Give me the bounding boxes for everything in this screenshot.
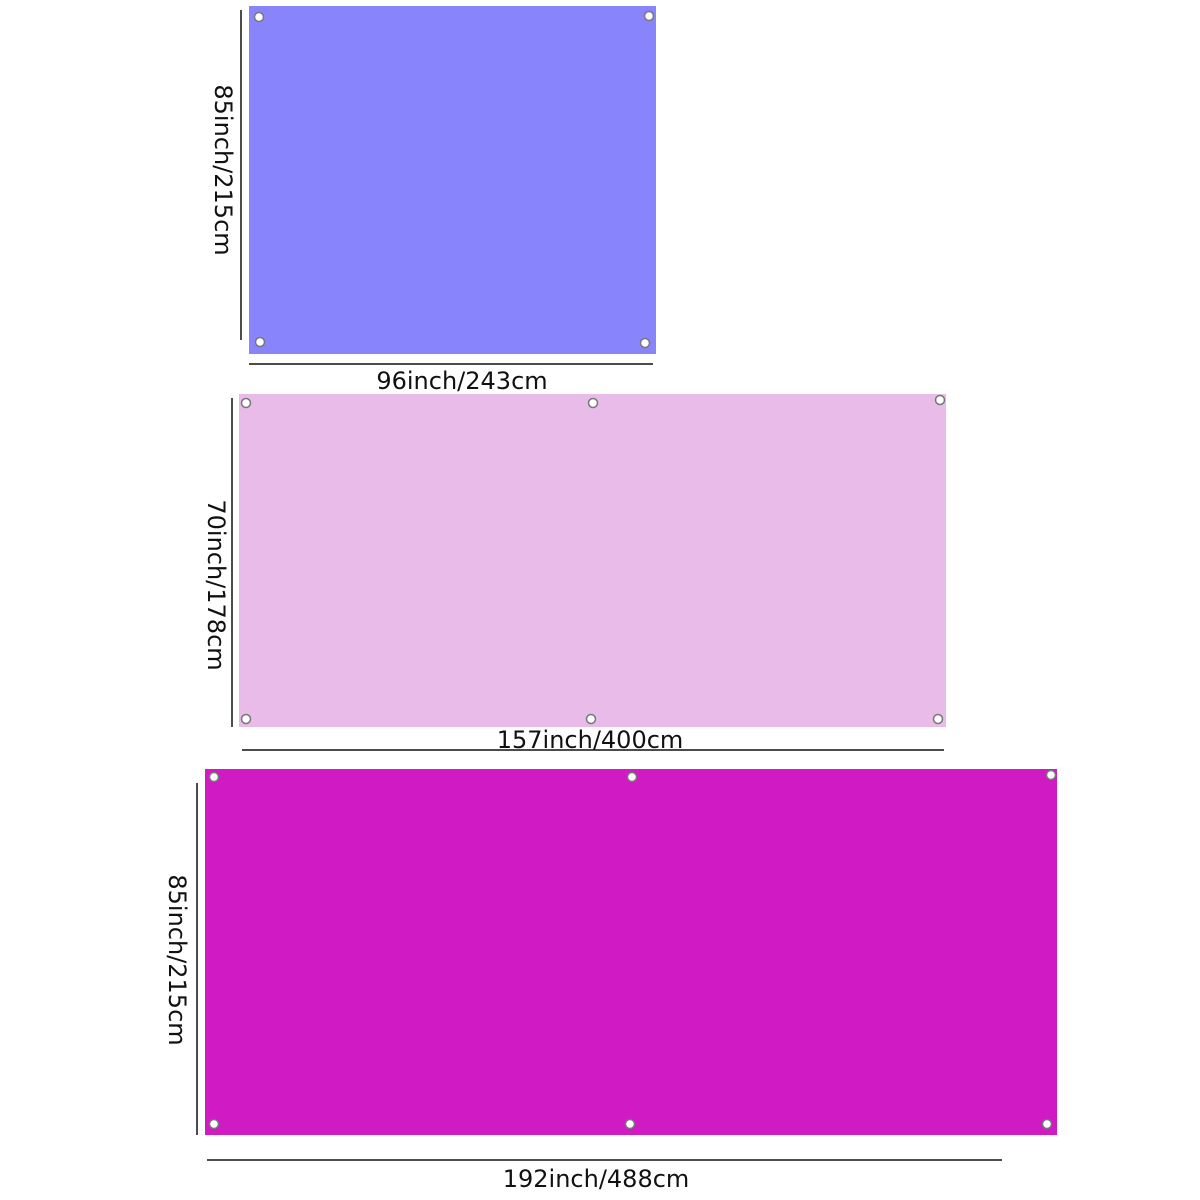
grommet xyxy=(932,713,944,725)
grommet xyxy=(253,11,265,23)
banner-3: 85inch/215cm 192inch/488cm xyxy=(163,769,1057,1193)
grommet xyxy=(240,397,252,409)
banner-2: 70inch/178cm 157inch/400cm xyxy=(202,394,946,754)
banner-1: 85inch/215cm 96inch/243cm xyxy=(209,6,656,395)
banner-panel xyxy=(205,769,1057,1135)
width-label: 157inch/400cm xyxy=(497,726,684,754)
width-label: 96inch/243cm xyxy=(376,367,547,395)
grommet xyxy=(1041,1118,1053,1130)
grommet xyxy=(208,771,220,783)
grommet xyxy=(934,394,946,406)
grommet xyxy=(208,1118,220,1130)
height-label: 70inch/178cm xyxy=(202,499,230,670)
grommet xyxy=(624,1118,636,1130)
grommet xyxy=(1045,769,1057,781)
grommet xyxy=(639,337,651,349)
grommet xyxy=(585,713,597,725)
grommet xyxy=(643,10,655,22)
grommet xyxy=(240,713,252,725)
height-label: 85inch/215cm xyxy=(209,84,237,255)
banner-panel xyxy=(239,394,946,727)
banner-panel xyxy=(249,6,656,354)
height-label: 85inch/215cm xyxy=(163,874,191,1045)
grommet xyxy=(254,336,266,348)
width-label: 192inch/488cm xyxy=(503,1165,690,1193)
grommet xyxy=(587,397,599,409)
grommet xyxy=(626,771,638,783)
